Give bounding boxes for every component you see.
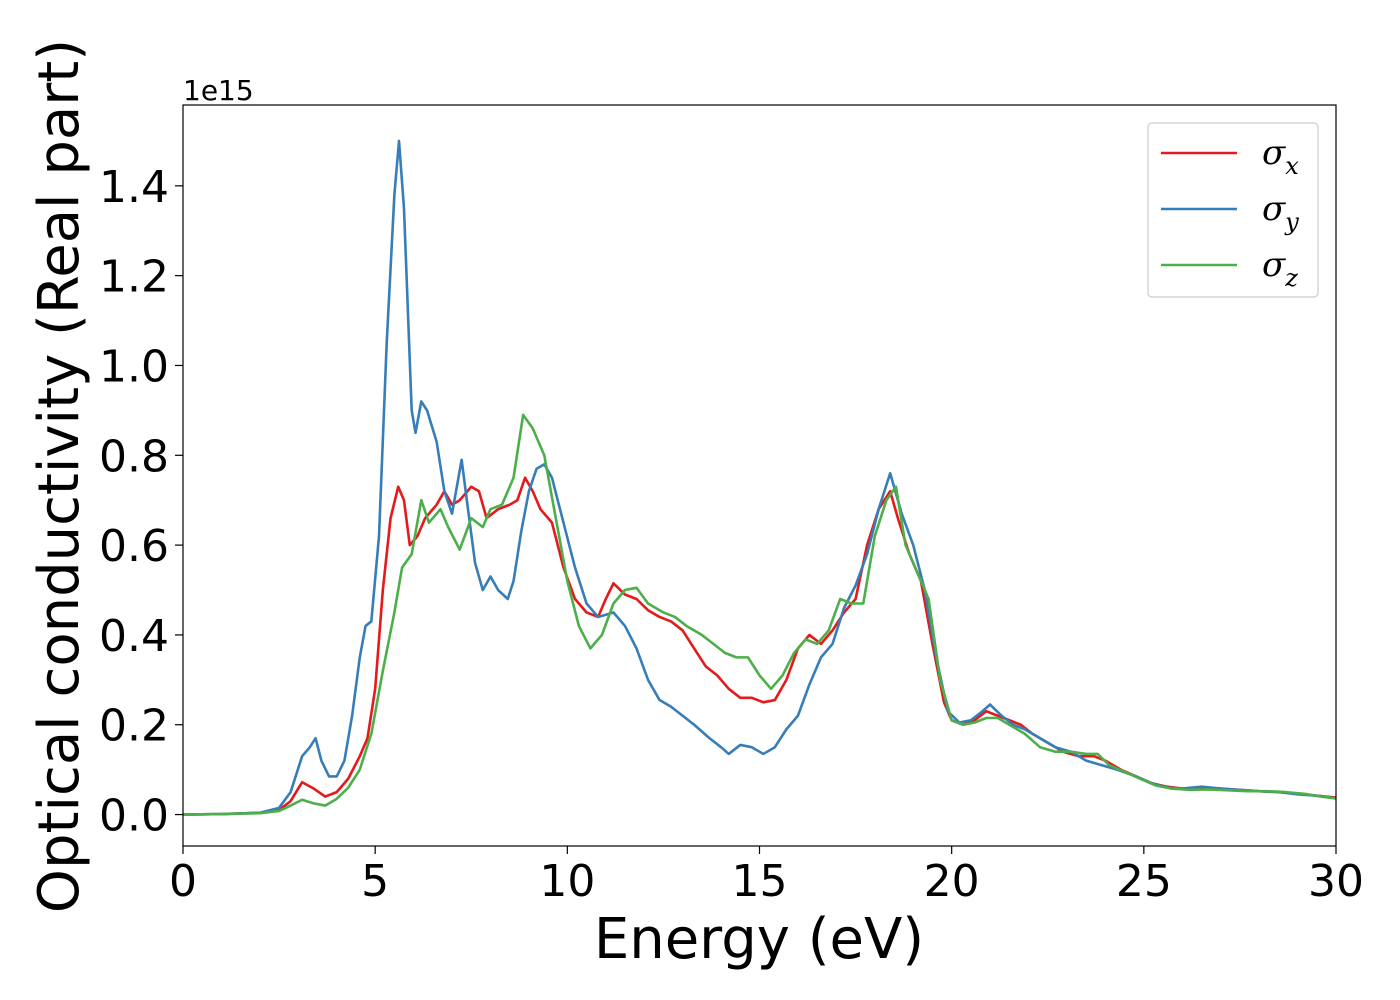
x-tick-label: 15 <box>732 856 788 907</box>
y-tick-label: 0.2 <box>99 701 169 752</box>
x-tick-label: 0 <box>169 856 197 907</box>
x-tick-label: 5 <box>361 856 389 907</box>
legend-label-z: σz <box>1262 245 1298 292</box>
y-axis-title: Optical conductivity (Real part) <box>27 39 92 913</box>
y-tick-label: 0.8 <box>99 431 169 482</box>
series-line-y <box>183 139 1336 816</box>
y-tick-label: 0.6 <box>99 521 169 572</box>
x-tick-label: 30 <box>1308 856 1364 907</box>
legend: σx σy σz <box>1147 122 1319 298</box>
y-tick-label: 1.0 <box>99 341 169 392</box>
x-axis-title: Energy (eV) <box>594 907 924 972</box>
y-tick-label: 1.2 <box>99 252 169 303</box>
x-tick-label: 25 <box>1116 856 1172 907</box>
legend-label-x: σx <box>1262 133 1299 180</box>
y-axis-offset-text: 1e15 <box>183 74 254 107</box>
legend-label-y: σy <box>1262 189 1299 236</box>
x-tick-label: 20 <box>924 856 980 907</box>
plot-area-background <box>183 105 1336 846</box>
x-tick-label: 10 <box>539 856 595 907</box>
y-tick-label: 0.4 <box>99 611 169 662</box>
y-tick-label: 0.0 <box>99 791 169 842</box>
series-line-z <box>183 413 1336 816</box>
y-tick-label: 1.4 <box>99 162 169 213</box>
series-line-x <box>183 476 1336 816</box>
